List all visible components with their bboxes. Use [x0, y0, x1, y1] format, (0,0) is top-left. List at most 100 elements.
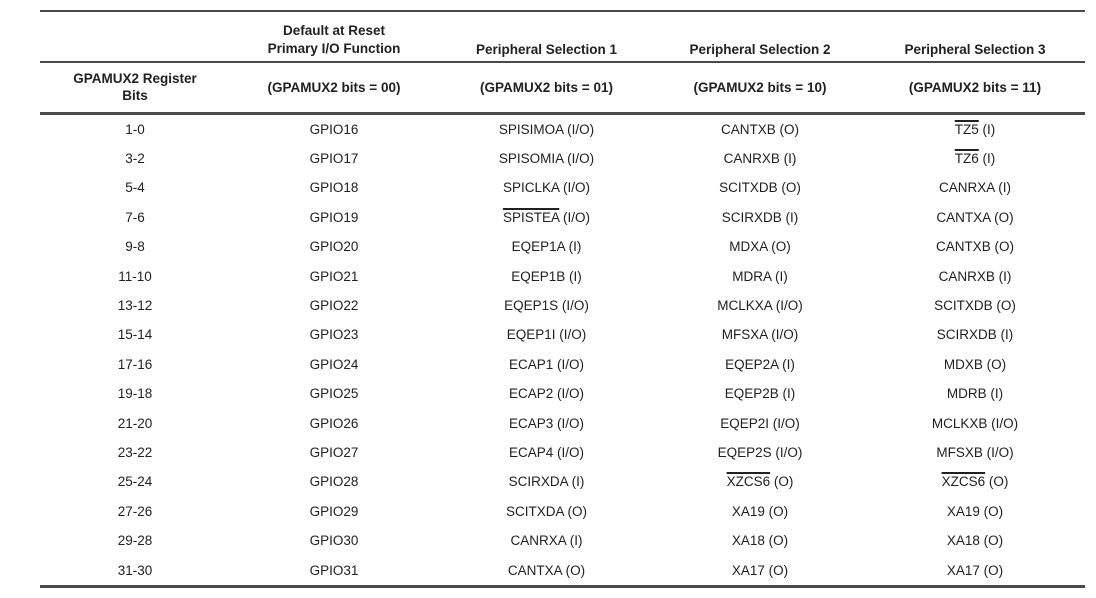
table-row: 7-6 GPIO19 SPISTEA (I/O) SCIRXDB (I) CAN…	[40, 203, 1085, 232]
signal-name: SCIRXDB (I)	[721, 209, 799, 225]
signal-name: ECAP3 (I/O)	[508, 415, 584, 431]
peripheral-selection-2-cell: EQEP2S (I/O)	[655, 438, 865, 467]
header-peripheral-selection-1: Peripheral Selection 1	[475, 42, 618, 57]
peripheral-selection-1-cell: SPISOMIA (I/O)	[438, 144, 655, 173]
peripheral-selection-2-cell: XA18 (O)	[655, 526, 865, 555]
header-register-bits-line2: Bits	[122, 88, 148, 104]
register-bits-cell: 31-30	[117, 562, 153, 578]
signal-name: MFSXB (I/O)	[936, 444, 1014, 460]
peripheral-selection-3-cell: XA19 (O)	[865, 497, 1085, 526]
table-row: 15-14 GPIO23 EQEP1I (I/O) MFSXA (I/O) SC…	[40, 320, 1085, 349]
table-row: 21-20 GPIO26 ECAP3 (I/O) EQEP2I (I/O) MC…	[40, 408, 1085, 437]
peripheral-selection-2-cell: SCIRXDB (I)	[655, 203, 865, 232]
signal-name: MFSXA (I/O)	[721, 327, 799, 343]
peripheral-selection-1-cell: EQEP1S (I/O)	[438, 291, 655, 320]
gpamux2-register-table: Default at Reset Primary I/O Function Pe…	[40, 10, 1085, 588]
signal-name: (I)	[978, 121, 996, 137]
table-row: 23-22 GPIO27 ECAP4 (I/O) EQEP2S (I/O) MF…	[40, 438, 1085, 467]
register-bits-cell: 29-28	[117, 533, 153, 549]
peripheral-selection-1-cell: SPISIMOA (I/O)	[438, 113, 655, 144]
active-low-signal: TZ5	[954, 121, 979, 137]
register-bits-cell: 17-16	[117, 356, 153, 372]
table-row: 25-24 GPIO28 SCIRXDA (I) XZCS6 (O) XZCS6…	[40, 467, 1085, 496]
peripheral-selection-2-cell: MFSXA (I/O)	[655, 320, 865, 349]
signal-name: EQEP1S (I/O)	[504, 298, 589, 314]
signal-name: EQEP2I (I/O)	[720, 415, 800, 431]
signal-name: EQEP1I (I/O)	[506, 327, 587, 343]
register-bits-cell: 11-10	[118, 268, 152, 284]
peripheral-selection-2-cell: EQEP2B (I)	[655, 379, 865, 408]
signal-name: SPISOMIA (I/O)	[498, 151, 595, 167]
header-default-at-reset: Default at Reset Primary I/O Function	[230, 11, 438, 62]
peripheral-selection-1-cell: ECAP3 (I/O)	[438, 408, 655, 437]
signal-name: SPISIMOA (I/O)	[498, 121, 595, 137]
gpio-cell: GPIO16	[309, 121, 359, 137]
signal-name: MDRB (I)	[946, 386, 1004, 402]
table-row: 11-10 GPIO21 EQEP1B (I) MDRA (I) CANRXB …	[40, 261, 1085, 290]
header-bits-00: (GPAMUX2 bits = 00)	[267, 79, 401, 95]
gpio-cell: GPIO30	[309, 533, 359, 549]
peripheral-selection-1-cell: CANRXA (I)	[438, 526, 655, 555]
peripheral-selection-2-cell: MCLKXA (I/O)	[655, 291, 865, 320]
peripheral-selection-2-cell: CANTXB (O)	[655, 113, 865, 144]
peripheral-selection-2-cell: XZCS6 (O)	[655, 467, 865, 496]
gpio-cell: GPIO21	[309, 268, 359, 284]
peripheral-selection-3-cell: CANTXB (O)	[865, 232, 1085, 261]
gpio-cell: GPIO23	[309, 327, 359, 343]
table-header: Default at Reset Primary I/O Function Pe…	[40, 11, 1085, 113]
table-row: 1-0 GPIO16 SPISIMOA (I/O) CANTXB (O) TZ5…	[40, 113, 1085, 144]
peripheral-selection-3-cell: XA17 (O)	[865, 555, 1085, 586]
register-bits-cell: 25-24	[117, 474, 153, 490]
gpio-cell: GPIO25	[309, 386, 359, 402]
signal-name: MCLKXB (I/O)	[931, 415, 1019, 431]
gpio-cell: GPIO22	[309, 298, 359, 314]
gpio-cell: GPIO19	[309, 209, 359, 225]
peripheral-selection-3-cell: MFSXB (I/O)	[865, 438, 1085, 467]
peripheral-selection-3-cell: MDXB (O)	[865, 350, 1085, 379]
signal-name: SPICLKA (I/O)	[502, 180, 591, 196]
signal-name: CANRXA (I)	[938, 180, 1011, 196]
header-peripheral-selection-3: Peripheral Selection 3	[904, 42, 1046, 57]
register-bits-cell: 15-14	[117, 327, 153, 343]
signal-name: XA19 (O)	[731, 503, 789, 519]
peripheral-selection-1-cell: EQEP1A (I)	[438, 232, 655, 261]
table-row: 29-28 GPIO30 CANRXA (I) XA18 (O) XA18 (O…	[40, 526, 1085, 555]
table-row: 17-16 GPIO24 ECAP1 (I/O) EQEP2A (I) MDXB…	[40, 350, 1085, 379]
signal-name: CANTXA (O)	[936, 209, 1014, 225]
peripheral-selection-3-cell: XZCS6 (O)	[865, 467, 1085, 496]
peripheral-selection-3-cell: MCLKXB (I/O)	[865, 408, 1085, 437]
table-body: 1-0 GPIO16 SPISIMOA (I/O) CANTXB (O) TZ5…	[40, 113, 1085, 587]
register-bits-cell: 9-8	[125, 239, 145, 255]
peripheral-selection-2-cell: MDXA (O)	[655, 232, 865, 261]
signal-name: (O)	[985, 474, 1009, 490]
peripheral-selection-3-cell: CANTXA (O)	[865, 203, 1085, 232]
peripheral-selection-1-cell: ECAP4 (I/O)	[438, 438, 655, 467]
signal-name: XA18 (O)	[731, 533, 789, 549]
peripheral-selection-1-cell: SPISTEA (I/O)	[438, 203, 655, 232]
signal-name: CANRXB (I)	[723, 151, 797, 167]
peripheral-selection-2-cell: EQEP2I (I/O)	[655, 408, 865, 437]
signal-name: ECAP2 (I/O)	[508, 386, 584, 402]
active-low-signal: XZCS6	[941, 474, 986, 490]
active-low-signal: SPISTEA	[502, 209, 560, 225]
header-empty-cell	[40, 11, 230, 62]
peripheral-selection-3-cell: TZ6 (I)	[865, 144, 1085, 173]
header-register-bits: GPAMUX2 Register Bits	[40, 62, 230, 113]
peripheral-selection-3-cell: CANRXB (I)	[865, 261, 1085, 290]
gpio-cell: GPIO28	[309, 474, 359, 490]
signal-name: EQEP2S (I/O)	[717, 444, 803, 460]
signal-name: MCLKXA (I/O)	[717, 298, 803, 314]
signal-name: XA19 (O)	[946, 503, 1004, 519]
peripheral-selection-2-cell: CANRXB (I)	[655, 144, 865, 173]
signal-name: MDXA (O)	[729, 239, 791, 255]
signal-name: CANTXB (O)	[935, 239, 1014, 255]
signal-name: (O)	[770, 474, 794, 490]
peripheral-selection-1-cell: SCITXDA (O)	[438, 497, 655, 526]
register-bits-cell: 5-4	[125, 180, 145, 196]
signal-name: SCIRXDB (I)	[936, 327, 1014, 343]
signal-name: EQEP1A (I)	[511, 239, 582, 255]
signal-name: MDXB (O)	[943, 356, 1007, 372]
header-bits-11: (GPAMUX2 bits = 11)	[908, 79, 1042, 95]
register-bits-cell: 13-12	[117, 298, 153, 314]
gpio-cell: GPIO26	[309, 415, 359, 431]
